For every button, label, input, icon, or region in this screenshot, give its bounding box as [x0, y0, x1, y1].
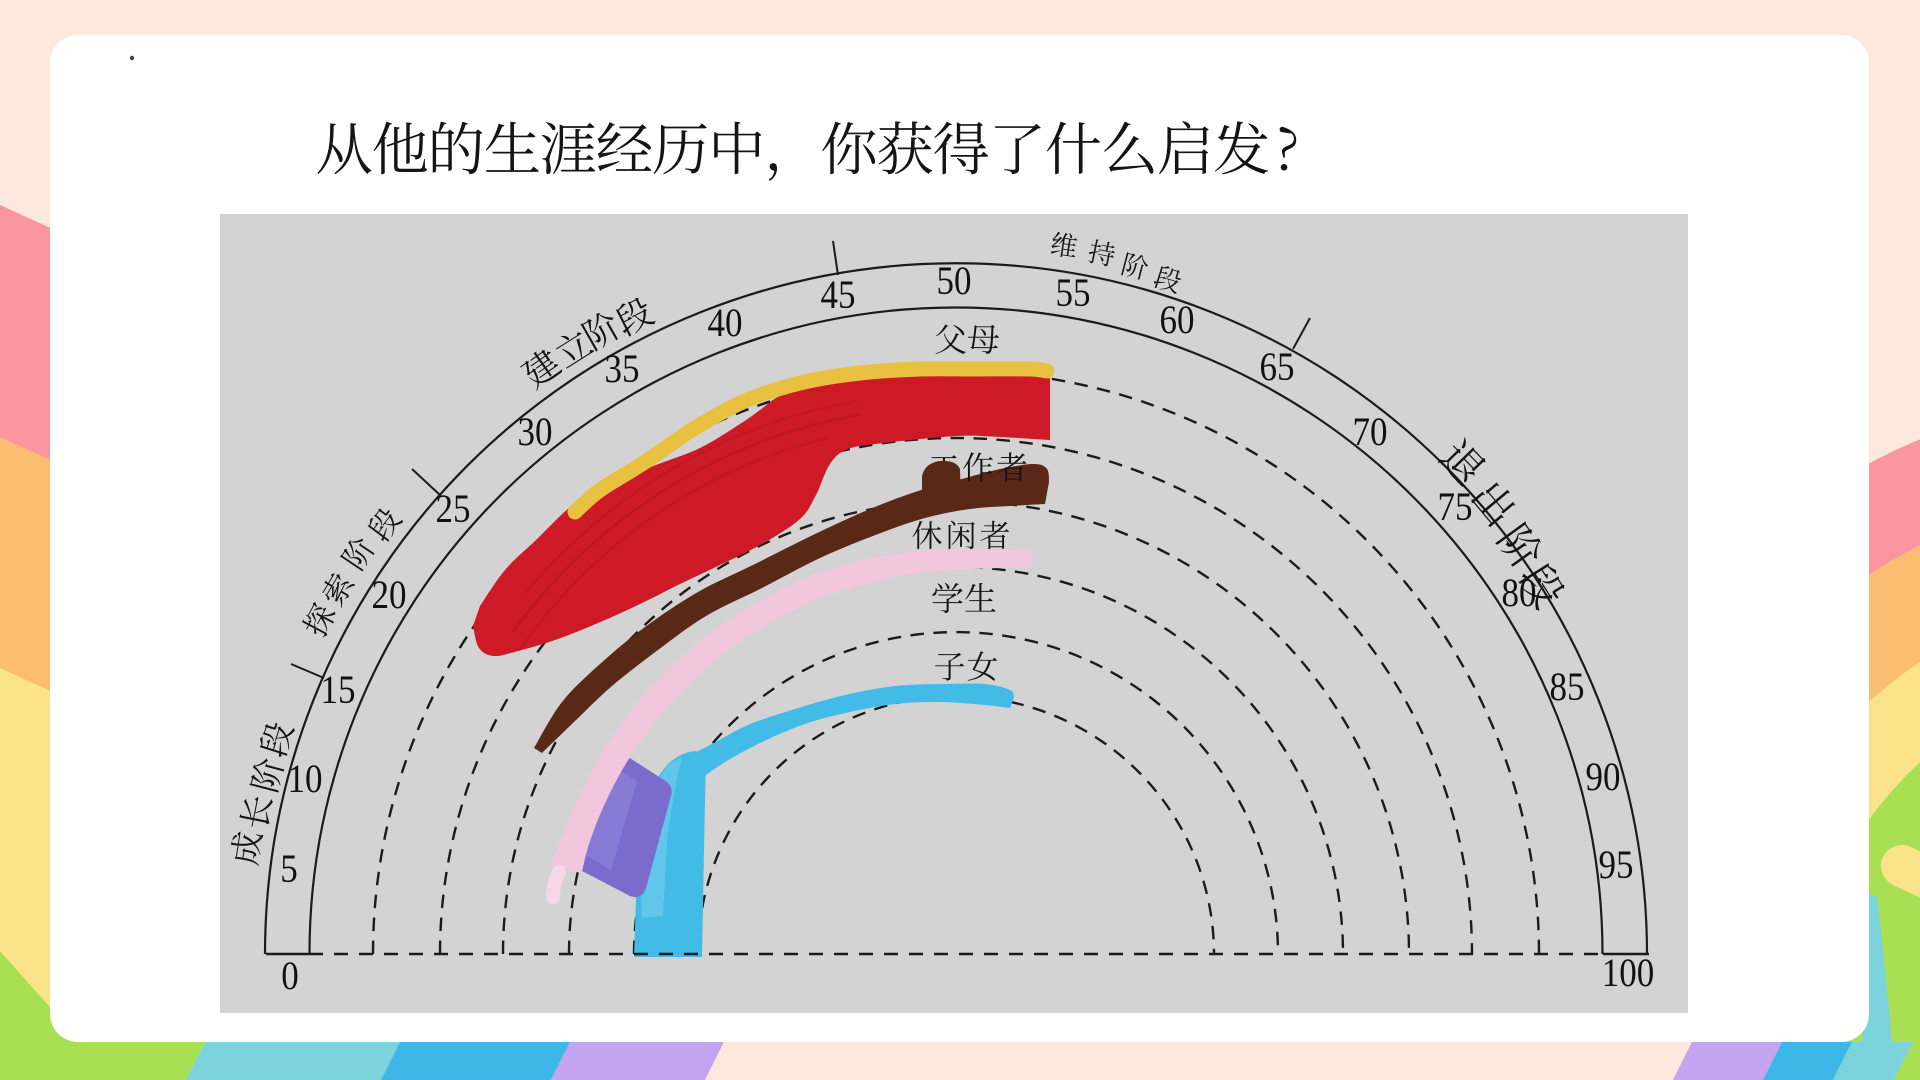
svg-text:70: 70: [1353, 409, 1388, 454]
svg-text:60: 60: [1160, 297, 1195, 342]
svg-text:10: 10: [288, 756, 323, 801]
svg-text:40: 40: [708, 300, 743, 345]
svg-text:15: 15: [321, 667, 356, 712]
svg-text:35: 35: [605, 346, 640, 391]
svg-text:65: 65: [1260, 344, 1295, 389]
svg-text:90: 90: [1586, 754, 1621, 799]
svg-text:100: 100: [1602, 950, 1655, 995]
svg-text:5: 5: [280, 846, 298, 891]
svg-text:20: 20: [372, 572, 407, 617]
svg-text:50: 50: [937, 258, 972, 303]
svg-text:25: 25: [436, 486, 471, 531]
svg-text:95: 95: [1599, 842, 1634, 887]
svg-text:75: 75: [1438, 484, 1473, 529]
svg-text:85: 85: [1550, 664, 1585, 709]
svg-text:30: 30: [518, 409, 553, 454]
svg-text:55: 55: [1056, 270, 1091, 315]
svg-text:0: 0: [281, 953, 299, 998]
svg-text:80: 80: [1502, 570, 1537, 615]
svg-text:45: 45: [821, 272, 856, 317]
